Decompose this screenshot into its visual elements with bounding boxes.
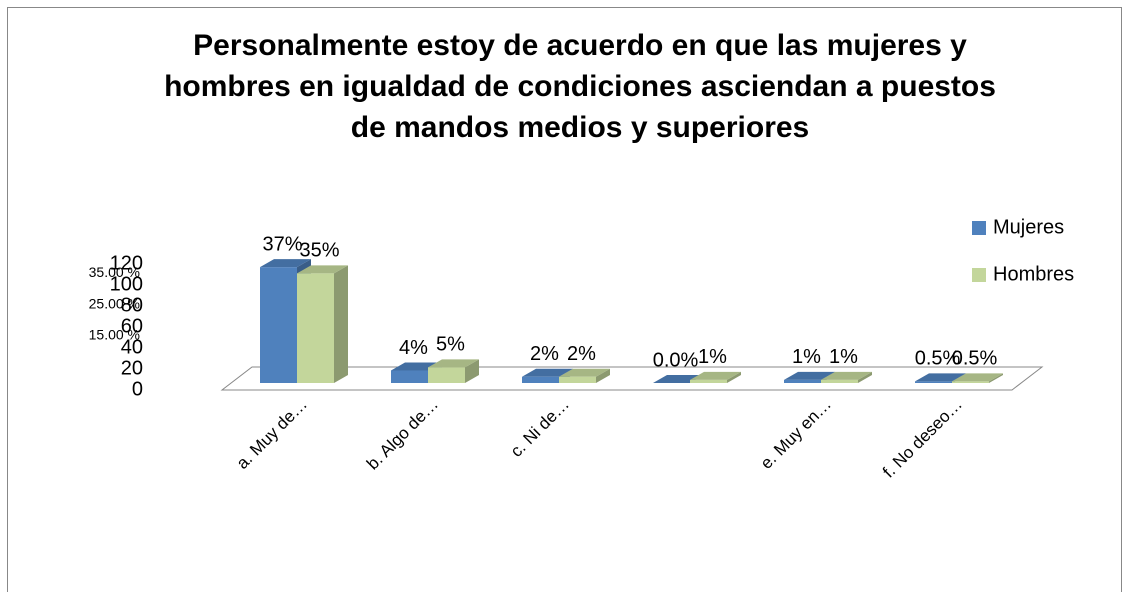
data-label: 2%	[530, 343, 559, 365]
chart-title: hombres en igualdad de condiciones ascie…	[164, 70, 996, 103]
bar	[428, 367, 465, 383]
data-label: 1%	[698, 346, 727, 368]
bar	[690, 379, 727, 383]
bar-top	[915, 373, 966, 382]
bar	[297, 273, 334, 383]
bar-top	[260, 259, 311, 268]
bar	[784, 379, 821, 383]
data-label: 0.5%	[915, 348, 961, 370]
y-tick-label: 40	[121, 336, 143, 358]
legend-label: Hombres	[993, 263, 1074, 285]
bar-top	[297, 265, 348, 274]
y-tick-label: 80	[121, 294, 143, 316]
bar	[522, 376, 559, 383]
data-label: 0.5%	[952, 348, 998, 370]
data-label: 35%	[299, 240, 339, 262]
y2-tick-label: 15.00 %	[89, 327, 140, 343]
bar	[260, 267, 297, 383]
bar-side	[989, 373, 1003, 383]
chart-title: Personalmente estoy de acuerdo en que la…	[193, 29, 967, 62]
legend-swatch	[972, 221, 986, 235]
data-label: 1%	[792, 346, 821, 368]
data-label: 0.0%	[653, 349, 699, 371]
bar-top	[784, 371, 835, 380]
y-tick-label: 120	[110, 252, 143, 274]
bar-side	[596, 368, 610, 383]
y-tick-label: 60	[121, 315, 143, 337]
bar-top	[821, 371, 872, 380]
y2-tick-label: 35.00 %	[89, 264, 140, 280]
y2-tick-label: 25.00 %	[89, 295, 140, 311]
y-tick-label: 0	[132, 378, 143, 400]
bar-side	[334, 265, 348, 383]
bar	[559, 376, 596, 383]
bar	[952, 381, 989, 383]
data-label: 2%	[567, 343, 596, 365]
data-label: 37%	[262, 233, 302, 255]
bar	[915, 381, 952, 383]
bar-top	[522, 368, 573, 377]
bar-side	[465, 359, 479, 383]
y-tick-label: 100	[110, 273, 143, 295]
bar	[821, 379, 858, 383]
bar-top	[428, 359, 479, 368]
data-label: 5%	[436, 334, 465, 356]
y-tick-label: 20	[121, 357, 143, 379]
legend-label: Mujeres	[993, 216, 1064, 238]
bar-top	[690, 371, 741, 380]
chart-title: de mandos medios y superiores	[351, 111, 809, 144]
bar-side	[858, 371, 872, 383]
bar-top	[952, 373, 1003, 382]
data-label: 1%	[829, 346, 858, 368]
bar	[391, 370, 428, 383]
chart-frame	[7, 7, 1122, 592]
legend-swatch	[972, 268, 986, 282]
bar-top	[559, 368, 610, 377]
data-label: 4%	[399, 337, 428, 359]
bar-side	[727, 371, 741, 383]
